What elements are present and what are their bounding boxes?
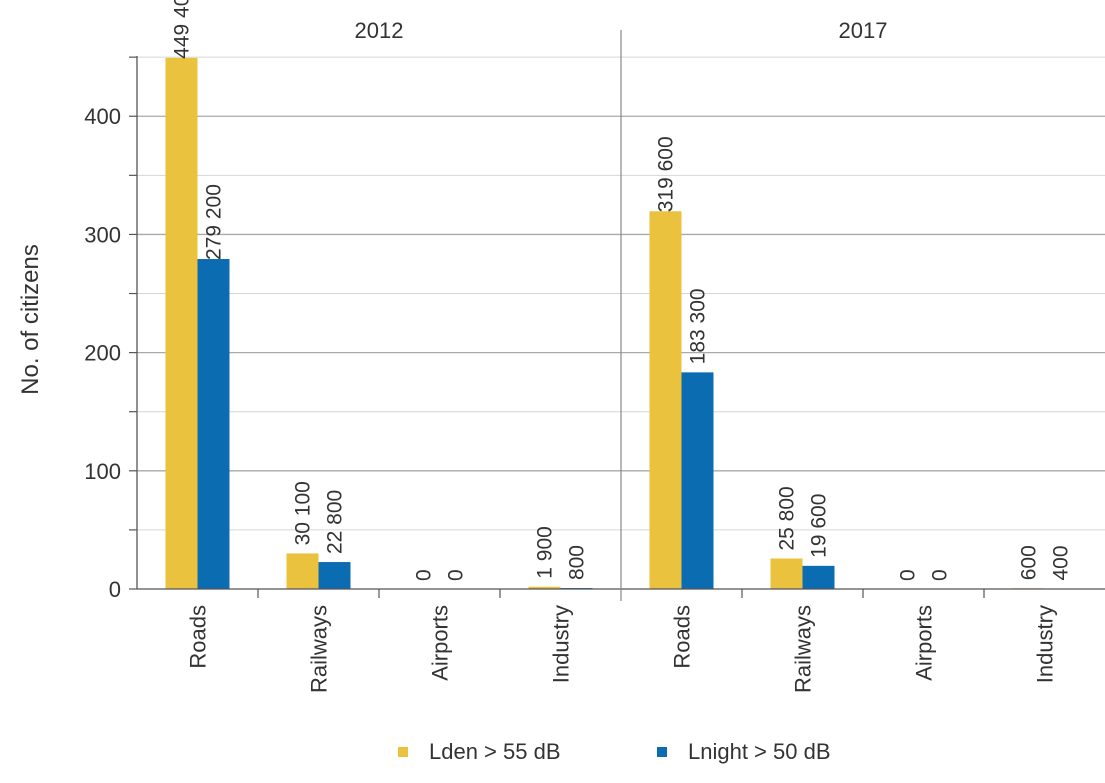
- data-label: 279 200: [203, 184, 226, 260]
- bar-2017-railways-1: [803, 566, 835, 589]
- data-label: 800: [566, 545, 589, 580]
- category-label: Airports: [428, 605, 453, 681]
- y-tick-label: 0: [109, 577, 121, 602]
- legend-swatch-1: [657, 747, 667, 757]
- data-label: 0: [929, 569, 952, 581]
- data-label: 400: [1050, 545, 1073, 580]
- bar-2012-railways-1: [319, 562, 351, 589]
- y-tick-label: 300: [84, 222, 121, 247]
- category-label: Airports: [912, 605, 937, 681]
- y-tick-label: 100: [84, 459, 121, 484]
- data-label: 0: [897, 569, 920, 581]
- y-tick-label: 200: [84, 341, 121, 366]
- bar-2017-roads-1: [682, 372, 714, 589]
- data-label: 183 300: [687, 288, 710, 364]
- panel-title: 2012: [355, 18, 404, 43]
- category-label: Industry: [1033, 605, 1058, 683]
- category-label: Roads: [186, 605, 211, 669]
- category-label: Industry: [549, 605, 574, 683]
- bar-2017-railways-0: [771, 559, 803, 589]
- data-label: 319 600: [655, 136, 678, 212]
- data-label: 19 600: [808, 494, 831, 558]
- legend-label-1: Lnight > 50 dB: [688, 739, 831, 764]
- bar-2012-railways-0: [287, 553, 319, 589]
- legend-label-0: Lden > 55 dB: [429, 739, 561, 764]
- data-label: 600: [1018, 545, 1041, 580]
- category-label: Railways: [791, 605, 816, 693]
- data-label: 0: [413, 569, 436, 581]
- legend-swatch-0: [398, 747, 408, 757]
- category-label: Roads: [670, 605, 695, 669]
- y-axis-title: No. of citizens: [17, 244, 44, 395]
- data-label: 22 800: [324, 490, 347, 554]
- category-label: Railways: [307, 605, 332, 693]
- data-label: 1 900: [534, 526, 557, 579]
- data-label: 30 100: [292, 481, 315, 545]
- legend: Lden > 55 dB Lnight > 50 dB: [398, 739, 831, 764]
- bar-2017-roads-0: [650, 211, 682, 589]
- panel-title: 2017: [839, 18, 888, 43]
- bar-2012-roads-1: [198, 259, 230, 589]
- data-label: 25 800: [776, 486, 799, 550]
- data-label: 449 400: [171, 0, 194, 59]
- bar-2012-roads-0: [166, 58, 198, 589]
- data-label: 0: [445, 569, 468, 581]
- y-tick-label: 400: [84, 104, 121, 129]
